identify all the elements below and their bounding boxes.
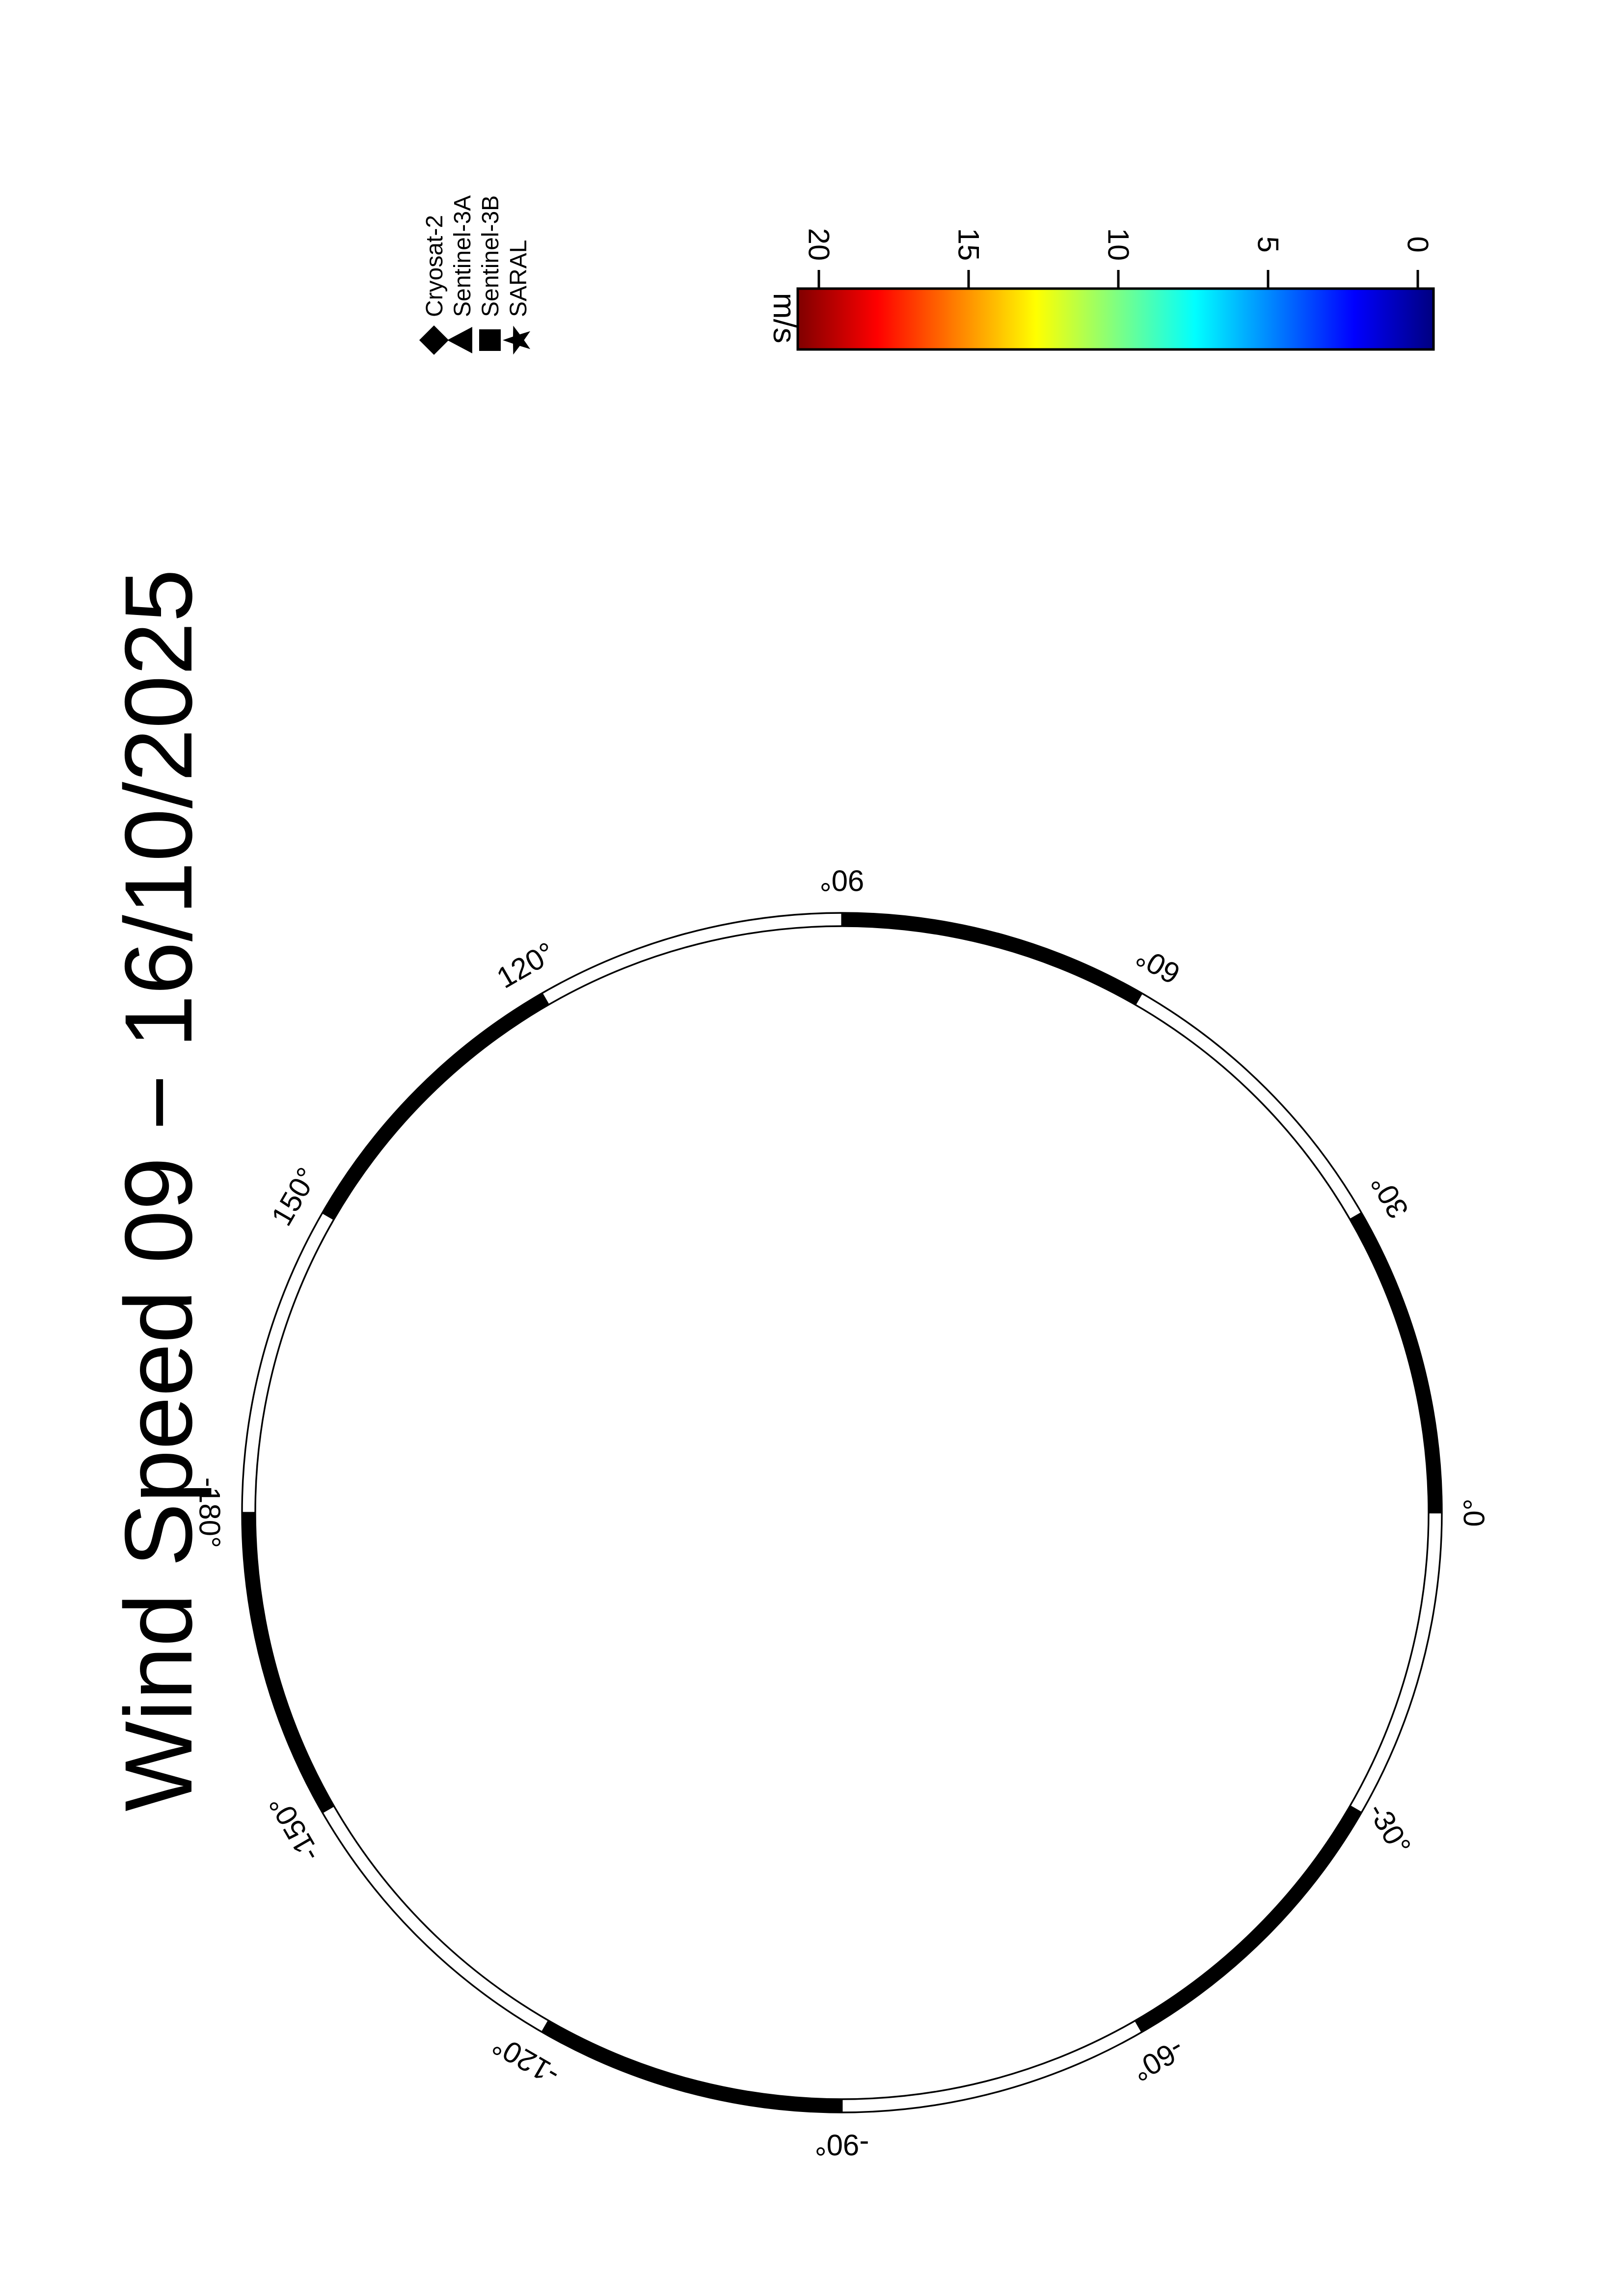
- ring-black-sector: [842, 913, 1142, 1005]
- colorbar-gradient: [796, 287, 1435, 351]
- colorbar-tick-label: 0: [1402, 236, 1434, 252]
- ring-sector-divider: [1350, 1212, 1362, 1220]
- colorbar-unit-label: m/s: [767, 293, 802, 343]
- ring-sector-divider: [541, 992, 549, 1005]
- ring-sector-divider: [541, 2020, 549, 2033]
- colorbar-tick-label: 10: [1102, 228, 1135, 261]
- ring-black-sector: [322, 993, 549, 1220]
- legend-label: Cryosat-2: [422, 215, 448, 317]
- ring-sector-divider: [322, 1212, 334, 1220]
- plot-title: Wind Speed 09 − 16/10/2025: [105, 569, 212, 1812]
- square-icon: [479, 329, 501, 351]
- ring-black-sector: [242, 1513, 334, 1813]
- star-icon: [503, 325, 531, 355]
- legend-label: SARAL: [506, 240, 532, 317]
- ring-sector-divider: [1135, 2020, 1143, 2033]
- colorbar-tick-label: 15: [952, 228, 985, 261]
- ring-sector-divider: [1135, 992, 1143, 1005]
- diamond-icon: [419, 325, 449, 355]
- colorbar-tick-label: 5: [1252, 236, 1285, 252]
- legend-label: Sentinel-3B: [478, 195, 504, 317]
- longitude-label: -90°: [815, 2129, 869, 2162]
- ring-black-sector: [1350, 1213, 1442, 1513]
- ocean: [255, 926, 1429, 2099]
- ring-sector-divider: [322, 1805, 334, 1814]
- ring-sector-divider: [1350, 1805, 1362, 1814]
- longitude-label: 90°: [820, 864, 865, 897]
- longitude-label: 0°: [1458, 1498, 1491, 1526]
- longitude-label: -180°: [193, 1477, 226, 1548]
- ring-black-sector: [542, 2020, 842, 2112]
- colorbar-tick-label: 20: [803, 228, 836, 261]
- colorbar: 0 5 10 15 20m/s: [767, 228, 1435, 351]
- triangle-icon: [447, 327, 472, 353]
- map-frame-ring: [241, 912, 1443, 2113]
- ring-black-sector: [1135, 1806, 1362, 2032]
- satellite-legend: Cryosat-2 Sentinel-3A Sentinel-3B SARAL: [419, 195, 532, 355]
- legend-label: Sentinel-3A: [450, 195, 476, 317]
